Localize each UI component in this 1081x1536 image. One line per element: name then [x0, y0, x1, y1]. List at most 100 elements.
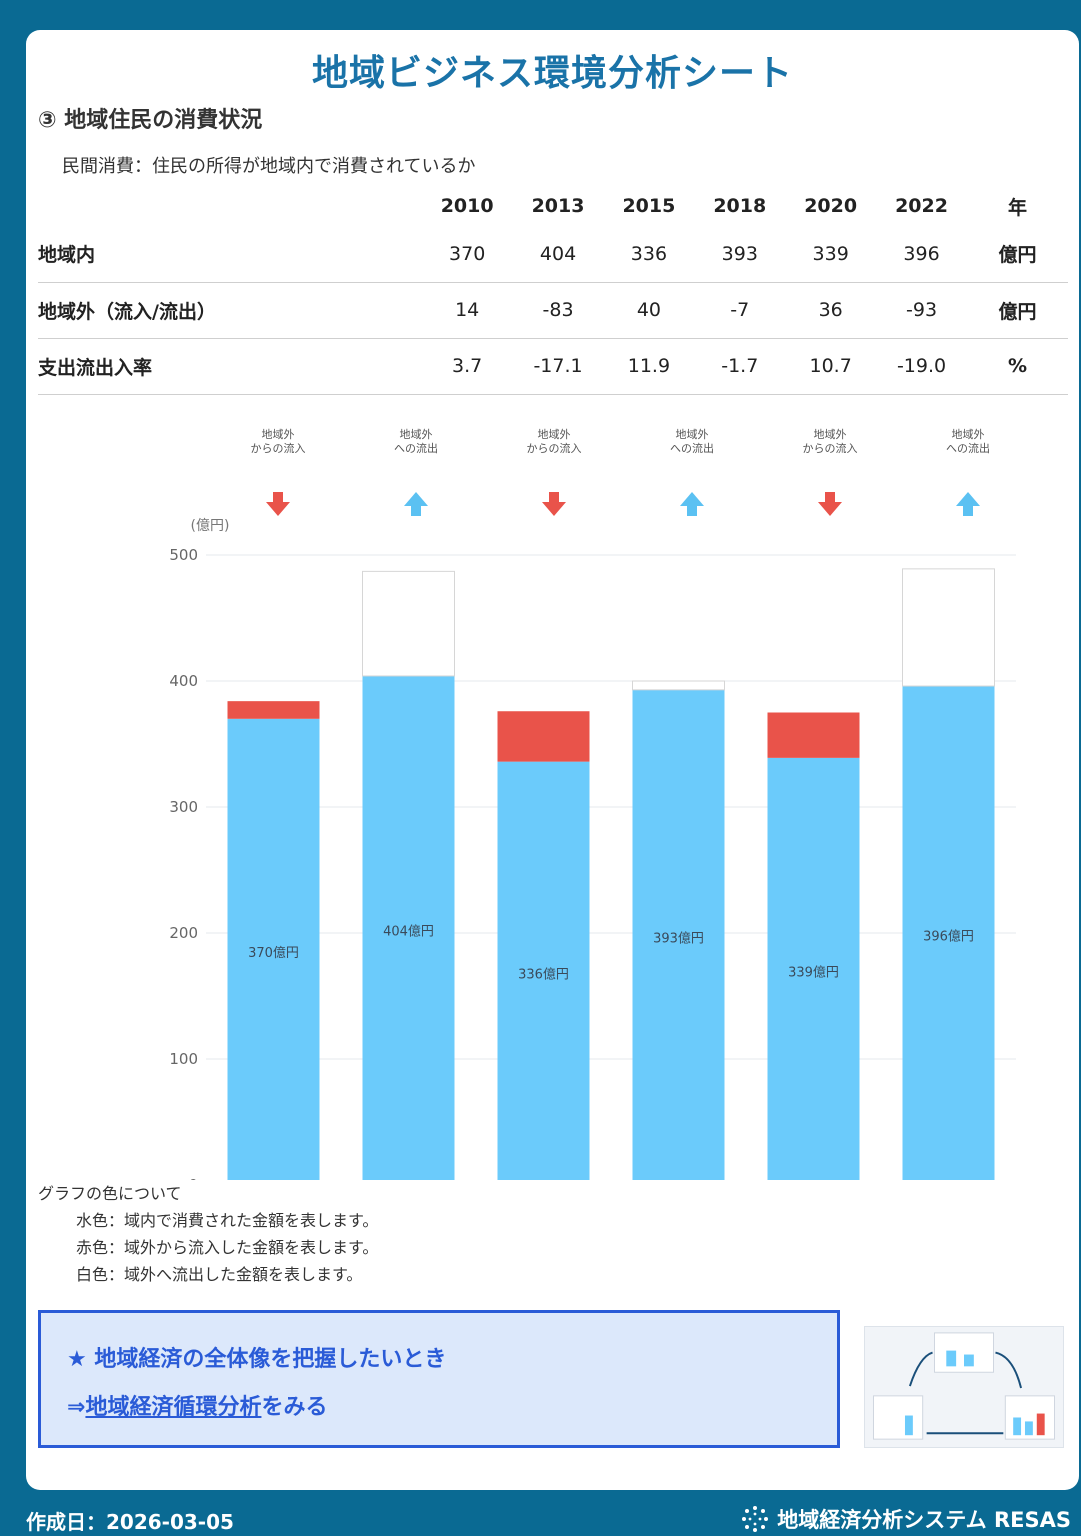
flow-indicator-label: 地域外 [262, 428, 295, 441]
table-header-year: 2015 [622, 195, 676, 217]
flow-indicator-label: 地域外 [400, 428, 433, 441]
table-row-label: 地域外（流入/流出） [38, 300, 216, 323]
resas-logo-icon [742, 1506, 769, 1532]
footer-brand: 地域経済分析システム RESAS [741, 1504, 1071, 1534]
bar-segment [497, 711, 590, 762]
table-unit: 億円 [998, 300, 1037, 323]
arrow-up-icon [404, 492, 428, 516]
table-cell: 393 [721, 242, 758, 265]
callout-heading: ★ 地域経済の全体像を把握したいとき [67, 1347, 447, 1372]
table-header-year: 2013 [531, 195, 585, 217]
bar-segment [767, 757, 860, 1180]
consumption-bar-chart: 0100200300400500(億円)370億円2010地域外からの流入404… [169, 428, 1016, 1180]
created-date: 作成日：2026-03-05 [26, 1510, 234, 1534]
table-header-year: 2018 [713, 195, 767, 217]
table-row: 地域外（流入/流出） 14 -83 40 -7 36 -93 億円 [38, 282, 1068, 338]
legend-line-light-blue: 水色：域内で消費された金額を表します。 [76, 1211, 379, 1230]
brand-name: 地域経済分析システム RESAS [777, 1508, 1071, 1532]
table-header-year: 2010 [440, 195, 494, 217]
table-cell: 14 [455, 299, 480, 321]
table-header-empty [38, 186, 422, 226]
legend-heading: グラフの色について [38, 1184, 182, 1203]
legend-line-white: 白色：域外へ流出した金額を表します。 [76, 1265, 363, 1284]
flow-indicator-label: からの流入 [527, 441, 582, 455]
economic-cycle-analysis-link[interactable]: 地域経済循環分析 [85, 1395, 262, 1420]
table-cell: 404 [539, 242, 577, 265]
economic-cycle-thumbnail[interactable] [864, 1326, 1064, 1448]
table-cell: 11.9 [627, 355, 671, 377]
table-header-row: 2010 2013 2015 2018 2020 2022 年 [38, 186, 1068, 226]
table-cell: 370 [449, 242, 486, 265]
table-cell: -17.1 [533, 355, 583, 377]
table-cell: -1.7 [721, 355, 759, 377]
table-row-label: 支出流出入率 [38, 356, 153, 379]
consumption-table: 2010 2013 2015 2018 2020 2022 年 地域内 370 … [38, 186, 1068, 395]
arrow-up-icon [680, 492, 704, 516]
bar-segment [227, 718, 320, 1180]
flow-indicator-label: への流出 [394, 441, 438, 455]
callout-link-suffix: をみる [261, 1395, 328, 1420]
table-row: 支出流出入率 3.7 -17.1 11.9 -1.7 10.7 -19.0 % [38, 338, 1068, 394]
table-header-year: 2020 [804, 195, 858, 217]
bar-value-label: 339億円 [788, 964, 839, 980]
flow-indicator-label: 地域外 [538, 428, 571, 441]
table-row-label: 地域内 [38, 244, 96, 267]
flow-indicator-label: 地域外 [814, 428, 847, 441]
flow-indicator-label: への流出 [946, 441, 990, 455]
table-cell: 396 [903, 242, 940, 265]
color-legend-notes: グラフの色について 水色：域内で消費された金額を表します。 赤色：域外から流入し… [38, 1180, 378, 1288]
y-tick-label: 200 [169, 924, 198, 942]
table-header-unit: 年 [1007, 196, 1027, 219]
callout-link-line: ⇒地域経済循環分析をみる [67, 1389, 327, 1421]
bar-segment [902, 568, 995, 687]
table-cell: 40 [636, 299, 661, 321]
section-heading: ③ 地域住民の消費状況 [38, 108, 263, 133]
page-title: 地域ビジネス環境分析シート [311, 53, 793, 94]
bar-value-label: 396億円 [923, 929, 974, 945]
bar-segment [632, 689, 725, 1180]
table-cell: 36 [818, 299, 843, 321]
table-unit: % [1007, 355, 1027, 377]
y-tick-label: 400 [169, 672, 198, 690]
arrow-icon: ⇒ [67, 1395, 86, 1420]
table-cell: 336 [630, 242, 668, 265]
bar-segment [767, 712, 860, 758]
legend-line-red: 赤色：域外から流入した金額を表します。 [76, 1238, 379, 1257]
table-row: 地域内 370 404 336 393 339 396 億円 [38, 226, 1068, 282]
bar-segment [902, 686, 995, 1180]
bar-value-label: 370億円 [248, 945, 299, 961]
arrow-down-icon [818, 492, 842, 516]
y-tick-label: 100 [169, 1050, 198, 1068]
table-cell: 10.7 [809, 355, 852, 377]
y-tick-label: 0 [188, 1176, 198, 1180]
table-header-year: 2022 [895, 195, 948, 217]
table-cell: 3.7 [452, 355, 483, 377]
y-axis-label: (億円) [191, 518, 230, 534]
y-tick-label: 300 [169, 798, 198, 816]
flow-indicator-label: 地域外 [952, 428, 985, 441]
y-tick-label: 500 [169, 546, 198, 564]
flow-indicator-label: からの流入 [803, 441, 858, 455]
bar-segment [362, 675, 455, 1180]
bar-segment [227, 701, 320, 719]
bar-value-label: 404億円 [383, 923, 434, 939]
flow-indicator-label: からの流入 [251, 441, 306, 455]
bar-segment [362, 570, 455, 677]
bar-value-label: 393億円 [653, 930, 704, 946]
table-unit: 億円 [998, 244, 1037, 267]
subheading: 民間消費：住民の所得が地域内で消費されているか [62, 156, 476, 177]
table-cell: -19.0 [896, 355, 947, 377]
table-cell: -83 [542, 299, 574, 321]
flow-indicator-label: への流出 [670, 441, 714, 455]
table-cell: 339 [812, 242, 849, 265]
arrow-up-icon [956, 492, 980, 516]
report-card: 地域ビジネス環境分析シート ③ 地域住民の消費状況 民間消費：住民の所得が地域内… [26, 30, 1079, 1490]
arrow-down-icon [266, 492, 290, 516]
arrow-down-icon [542, 492, 566, 516]
bar-segment [497, 761, 590, 1180]
bar-segment [632, 680, 725, 691]
flow-indicator-label: 地域外 [676, 428, 709, 441]
bar-value-label: 336億円 [518, 966, 569, 982]
table-cell: -7 [730, 299, 750, 321]
table-cell: -93 [906, 299, 938, 321]
